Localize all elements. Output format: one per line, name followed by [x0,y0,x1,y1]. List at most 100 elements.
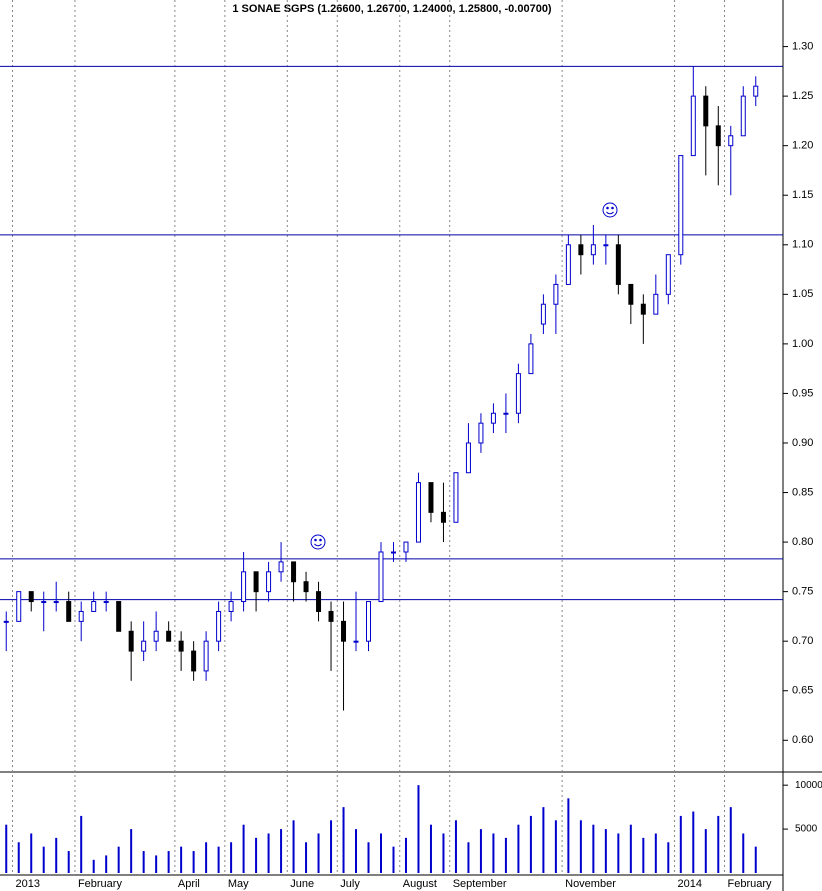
candle-body [628,283,634,305]
candle-body [653,293,659,315]
candle-body [478,422,484,444]
candle-body [228,601,234,612]
volume-bar [692,811,695,873]
volume-bar [130,829,133,873]
candle-body [703,95,709,127]
x-tick-label: November [565,878,616,890]
volume-bar [330,820,333,873]
candle-body [590,244,596,256]
volume-bar [529,815,532,873]
y-tick-label: 0.85 [792,486,813,498]
volume-bar [717,815,720,873]
candle-body [53,601,59,604]
x-tick-label: February [728,878,773,890]
candle-body [78,610,84,622]
volume-bar [629,824,632,873]
volume-bar [17,842,20,873]
candle-body [415,482,421,543]
volume-bar [654,833,657,873]
volume-bar [442,833,445,873]
volume-bar [417,785,420,873]
candle-body [615,244,621,285]
smiley [602,202,618,218]
candle-body [428,482,434,513]
volume-bar [380,833,382,873]
y-tick-label: 1.10 [792,239,813,251]
volume-bar [617,833,620,873]
volume-bar [242,824,245,873]
candle-body [166,630,172,642]
volume-bar [679,815,682,873]
candle-body [403,541,409,553]
volume-bar [142,851,145,873]
y-tick-label: 0.90 [792,437,813,449]
volume-bar [392,846,395,873]
candle-body [753,85,759,97]
candle-body [16,591,22,622]
candle-body [728,135,734,147]
candle-body [203,640,209,672]
x-tick-label: February [78,878,123,890]
volume-bar [67,851,70,873]
candle-body [328,610,334,622]
candle-body [241,571,247,603]
smiley [310,534,326,550]
y-tick-label: 0.70 [792,635,813,647]
x-tick-label: August [403,878,437,890]
volume-bar [704,829,707,873]
volume-tick-label: 10000 [795,780,822,791]
candle-body [366,601,372,642]
x-tick-label: 2013 [15,878,39,890]
volume-bar [592,824,595,873]
volume-bar [205,842,208,873]
volume-bar [42,846,45,873]
candle-body [116,601,122,632]
candle-body [565,244,571,285]
volume-bar [230,842,233,873]
candle-body [216,610,222,642]
volume-bar [80,815,83,873]
candle-body [103,601,109,604]
y-tick-label: 0.80 [792,536,813,548]
volume-tick-label: 5000 [795,824,818,835]
volume-bar [180,846,183,873]
volume-bar [167,851,170,873]
volume-bar [554,820,557,873]
x-tick-label: September [453,878,507,890]
volume-bar [517,824,520,873]
candle-body [28,591,34,603]
volume-bar [642,837,645,873]
candle-body [715,125,721,147]
volume-bar [404,837,407,873]
y-tick-label: 1.05 [792,288,813,300]
y-tick-label: 1.20 [792,140,813,152]
candle-body [266,571,272,593]
candle-body [316,591,322,612]
candle-body [528,343,534,375]
candle-body [678,155,684,256]
candle-body [178,640,184,652]
candle-body [490,412,496,424]
volume-bar [754,846,757,873]
volume-bar [255,837,258,873]
x-tick-label: June [290,878,314,890]
candle-body [353,640,359,643]
candle-body [66,601,72,622]
candle-body [390,551,396,554]
candle-body [191,650,197,672]
volume-bar [367,842,370,873]
volume-bar [729,807,732,873]
x-tick-label: April [178,878,200,890]
volume-bar [667,842,670,873]
candle-body [503,412,509,415]
volume-bar [5,824,8,873]
candle-body [3,620,9,623]
y-tick-label: 1.15 [792,189,813,201]
candle-body [440,511,446,523]
candle-body [578,244,584,256]
volume-bar [479,829,482,873]
volume-bar [492,833,495,873]
chart-title: 1 SONAE SGPS (1.26600, 1.26700, 1.24000,… [232,3,552,15]
